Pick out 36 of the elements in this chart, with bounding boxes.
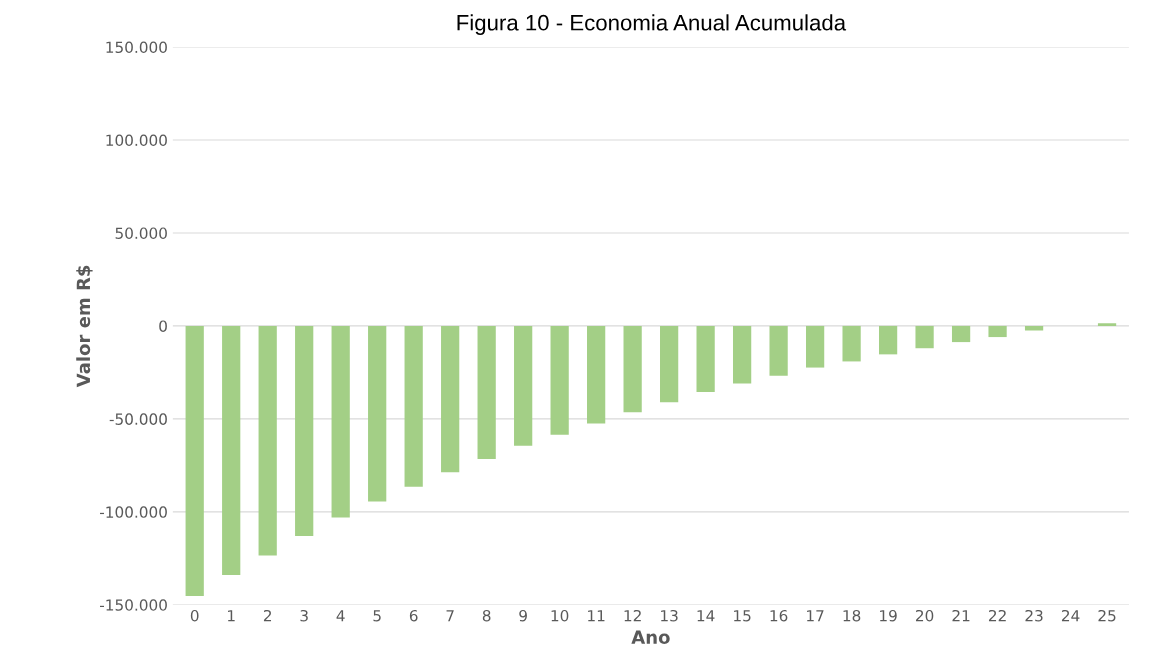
y-tick-label: -50.000 xyxy=(109,413,167,425)
y-tick-label: -150.000 xyxy=(100,599,167,611)
y-tick-label: -100.000 xyxy=(100,506,167,518)
y-tick-label: 150.000 xyxy=(106,41,167,54)
x-tick-label: 5 xyxy=(373,610,381,622)
x-tick-label: 1 xyxy=(228,610,235,622)
x-tick-label: 15 xyxy=(734,610,751,622)
x-tick-label: 3 xyxy=(300,609,308,622)
x-tick-label: 0 xyxy=(190,609,199,622)
x-tick-label: 2 xyxy=(263,609,272,622)
x-tick-label: 8 xyxy=(482,609,491,622)
x-tick-label: 9 xyxy=(519,609,527,622)
x-tick-label: 23 xyxy=(1025,609,1043,622)
chart-title: Figura 10 - Economia Anual Acumulada xyxy=(457,14,847,35)
x-tick-label: 19 xyxy=(880,609,897,622)
y-tick-label: 50.000 xyxy=(115,227,167,239)
x-tick-label: 17 xyxy=(807,610,824,622)
x-tick-label: 22 xyxy=(988,609,1006,622)
x-tick-label: 20 xyxy=(915,609,934,622)
y-axis-title: Valor em R$ xyxy=(76,265,93,388)
x-tick-label: 16 xyxy=(770,609,788,622)
x-tick-label: 6 xyxy=(409,609,418,622)
x-tick-label: 10 xyxy=(551,609,569,622)
x-tick-label: 11 xyxy=(588,610,605,622)
x-tick-label: 12 xyxy=(624,609,641,622)
x-axis-title: Ano xyxy=(631,630,670,644)
x-tick-label: 18 xyxy=(843,609,861,622)
x-tick-label: 24 xyxy=(1061,609,1080,622)
x-tick-label: 25 xyxy=(1098,609,1116,622)
y-tick-label: 0 xyxy=(159,320,167,332)
x-tick-label: 7 xyxy=(446,610,454,622)
x-tick-label: 21 xyxy=(952,609,970,622)
x-tick-label: 13 xyxy=(661,609,678,622)
x-tick-label: 4 xyxy=(336,610,345,622)
y-tick-label: 100.000 xyxy=(106,134,167,147)
x-tick-label: 14 xyxy=(697,610,715,622)
